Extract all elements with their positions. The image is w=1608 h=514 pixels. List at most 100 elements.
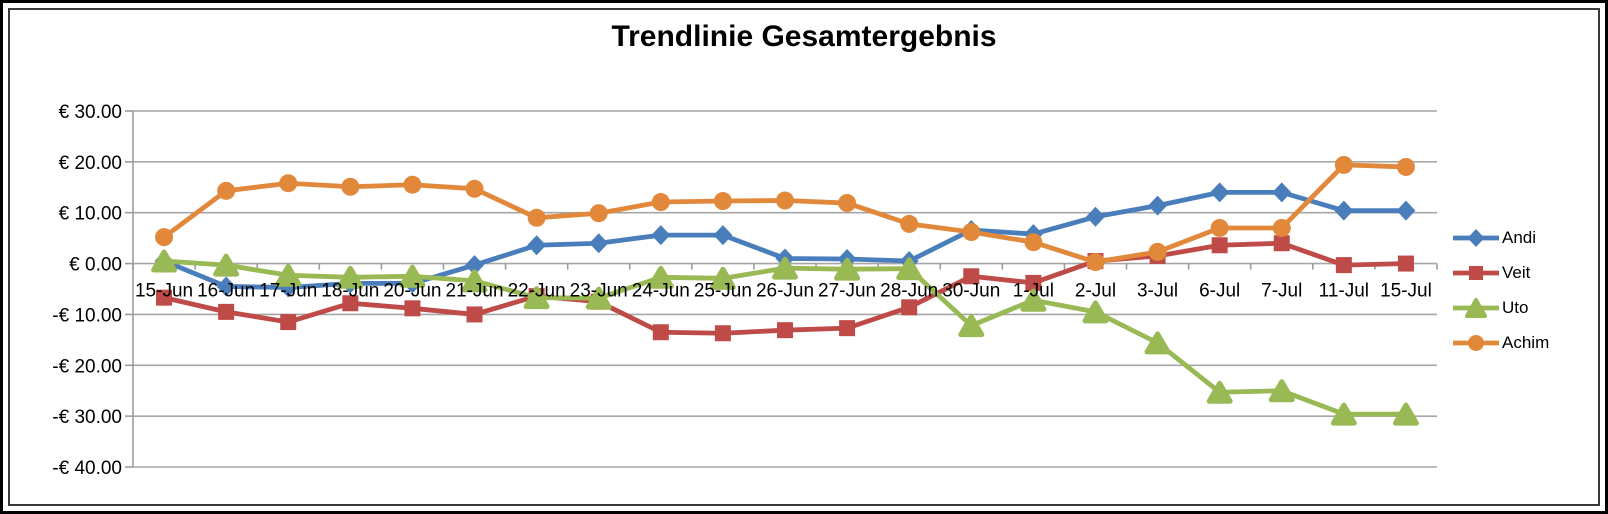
achim-marker <box>217 181 236 200</box>
diamond-icon <box>1453 228 1499 247</box>
x-tick-label: 21-Jun <box>445 281 503 302</box>
veit-marker <box>1273 235 1290 252</box>
achim-marker <box>1086 253 1105 272</box>
veit-marker <box>714 325 731 342</box>
veit-marker <box>1397 255 1414 272</box>
veit-marker <box>839 320 856 337</box>
legend-label: Andi <box>1502 227 1537 247</box>
y-tick-label: € 10.00 <box>59 204 122 225</box>
y-tick-label: € 30.00 <box>59 102 122 123</box>
achim-marker <box>1272 218 1291 237</box>
uto-marker <box>1082 300 1109 324</box>
achim-marker <box>1210 218 1229 237</box>
uto-marker <box>275 263 302 287</box>
veit-marker <box>218 303 235 320</box>
achim-marker <box>776 191 794 210</box>
uto-marker <box>834 257 861 281</box>
y-tick-label: € 0.00 <box>69 255 122 276</box>
uto-marker <box>1206 380 1233 404</box>
veit-marker <box>1025 274 1042 291</box>
x-tick-label: 15-Jun <box>135 281 193 302</box>
andi-marker <box>589 233 609 254</box>
andi-marker <box>527 235 547 256</box>
y-tick-label: -€ 20.00 <box>52 356 122 377</box>
achim-marker <box>838 194 857 213</box>
achim-marker <box>465 179 484 198</box>
uto-marker <box>1020 288 1047 312</box>
legend: Andi Veit Uto Achim <box>1452 220 1549 360</box>
andi-marker <box>1272 182 1292 203</box>
x-tick-label: 16-Jun <box>197 281 255 302</box>
achim-marker <box>403 175 422 194</box>
uto-marker <box>213 253 240 277</box>
veit-marker <box>342 295 359 312</box>
y-tick-label: -€ 40.00 <box>52 458 122 479</box>
achim-marker <box>155 228 174 247</box>
uto-marker <box>399 264 426 288</box>
andi-marker <box>1334 200 1354 221</box>
x-tick-label: 17-Jun <box>259 281 317 302</box>
square-icon <box>1453 265 1499 280</box>
achim-marker <box>279 174 298 193</box>
legend-label: Uto <box>1502 297 1529 317</box>
x-tick-label: 20-Jun <box>383 281 441 302</box>
x-tick-label: 26-Jun <box>756 281 814 302</box>
uto-marker <box>523 286 550 310</box>
uto-marker <box>1330 402 1357 426</box>
x-tick-label: 28-Jun <box>880 281 938 302</box>
legend-item-andi: Andi <box>1452 220 1549 255</box>
legend-label: Achim <box>1502 332 1550 352</box>
legend-label: Veit <box>1502 262 1531 282</box>
achim-marker <box>1148 242 1167 261</box>
uto-marker <box>896 257 923 281</box>
uto-marker <box>958 314 985 338</box>
achim-marker <box>1396 157 1415 176</box>
andi-marker <box>216 276 236 297</box>
uto-marker <box>1144 331 1171 355</box>
y-tick-label: € 20.00 <box>59 153 122 174</box>
x-tick-label: 18-Jun <box>321 281 379 302</box>
veit-marker <box>652 324 669 341</box>
andi-marker <box>651 225 671 246</box>
achim-marker <box>1334 155 1353 174</box>
achim-marker <box>651 193 670 212</box>
uto-marker <box>337 265 364 289</box>
x-tick-label: 7-Jul <box>1261 281 1302 302</box>
circle-icon <box>1453 334 1499 351</box>
x-tick-label: 23-Jun <box>570 281 628 302</box>
uto-marker <box>461 269 488 293</box>
x-tick-label: 11-Jul <box>1319 281 1369 302</box>
x-tick-label: 1-Jul <box>1013 281 1054 302</box>
achim-marker <box>1024 233 1043 252</box>
andi-marker <box>1396 200 1416 221</box>
veit-marker <box>1335 257 1352 274</box>
veit-marker <box>466 306 483 323</box>
uto-marker <box>585 286 612 310</box>
veit-marker <box>280 314 297 331</box>
achim-marker <box>341 177 360 196</box>
legend-item-veit: Veit <box>1452 255 1549 290</box>
triangle-icon <box>1453 297 1499 318</box>
x-tick-label: 25-Jun <box>694 281 752 302</box>
andi-marker <box>1085 206 1105 227</box>
x-tick-label: 15-Jul <box>1380 281 1432 302</box>
veit-marker <box>963 268 980 285</box>
andi-marker <box>465 255 485 276</box>
veit-marker <box>404 300 421 317</box>
veit-marker <box>777 322 793 339</box>
andi-marker <box>1210 182 1230 203</box>
y-tick-label: -€ 30.00 <box>52 407 122 428</box>
achim-marker <box>900 214 919 233</box>
veit-marker <box>901 299 918 316</box>
x-tick-label: 30-Jun <box>942 281 1000 302</box>
x-tick-label: 22-Jun <box>508 281 566 302</box>
veit-marker <box>156 289 173 306</box>
uto-marker <box>151 249 178 273</box>
uto-marker <box>709 266 736 290</box>
legend-item-uto: Uto <box>1452 290 1549 325</box>
achim-marker <box>713 192 732 211</box>
veit-marker <box>1211 237 1228 254</box>
y-tick-label: -€ 10.00 <box>52 305 122 326</box>
